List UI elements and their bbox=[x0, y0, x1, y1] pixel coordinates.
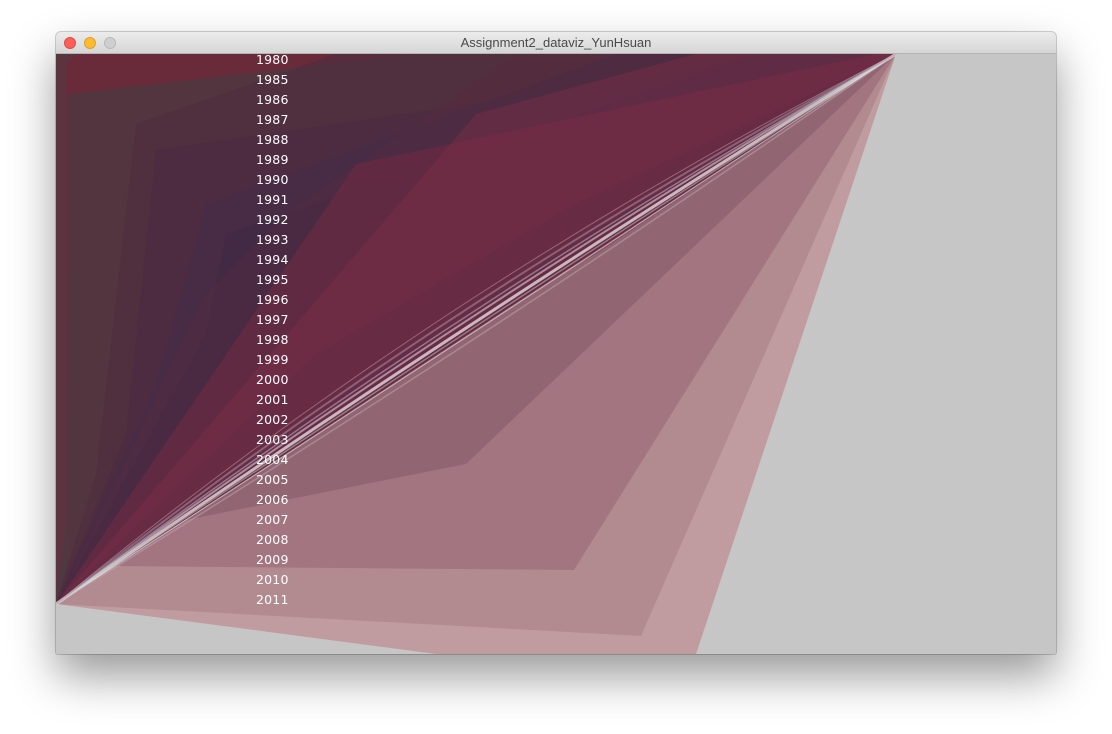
app-window: Assignment2_dataviz_YunHsuan 1980 1985 198… bbox=[56, 32, 1056, 654]
year-label: 1996 bbox=[256, 292, 289, 307]
streak-line bbox=[56, 54, 897, 605]
fan-shape bbox=[56, 54, 896, 604]
year-label: 1994 bbox=[256, 252, 289, 267]
year-label: 1989 bbox=[256, 152, 289, 167]
year-label: 1987 bbox=[256, 112, 289, 127]
fan-shape bbox=[56, 54, 896, 604]
window-title: Assignment2_dataviz_YunHsuan bbox=[460, 35, 652, 50]
close-window-button[interactable] bbox=[64, 37, 76, 49]
fan-visualization bbox=[56, 54, 897, 654]
fan-shape bbox=[56, 54, 896, 604]
year-label: 2005 bbox=[256, 472, 289, 487]
fan-shape bbox=[56, 54, 896, 604]
year-label: 1998 bbox=[256, 332, 289, 347]
fan-shape bbox=[56, 54, 896, 604]
year-label: 1980 bbox=[256, 54, 289, 67]
year-label: 1992 bbox=[256, 212, 289, 227]
fan-shape bbox=[56, 54, 896, 604]
year-label: 2009 bbox=[256, 552, 289, 567]
year-label: 1990 bbox=[256, 172, 289, 187]
streak-line bbox=[56, 54, 897, 605]
year-label: 2010 bbox=[256, 572, 289, 587]
streak-line bbox=[56, 54, 897, 605]
streak-line bbox=[56, 54, 897, 605]
fan-shape bbox=[56, 54, 896, 604]
year-label: 1991 bbox=[256, 192, 289, 207]
streak-line bbox=[56, 54, 897, 605]
visualization-canvas: 1980 1985 1986 1987 1988 1989 1990 1991 1992 1993… bbox=[56, 54, 1056, 654]
year-label: 2003 bbox=[256, 432, 289, 447]
year-label: 2000 bbox=[256, 372, 289, 387]
year-label: 2007 bbox=[256, 512, 289, 527]
year-label: 2011 bbox=[256, 592, 289, 607]
title-bar[interactable]: Assignment2_dataviz_YunHsuan bbox=[56, 32, 1056, 54]
year-label: 2002 bbox=[256, 412, 289, 427]
streak-line bbox=[56, 54, 897, 605]
year-label: 1985 bbox=[256, 72, 289, 87]
zoom-window-button[interactable] bbox=[104, 37, 116, 49]
year-label: 2008 bbox=[256, 532, 289, 547]
year-label: 1997 bbox=[256, 312, 289, 327]
year-label: 1995 bbox=[256, 272, 289, 287]
year-label: 2004 bbox=[256, 452, 289, 467]
year-label: 1999 bbox=[256, 352, 289, 367]
year-label: 1993 bbox=[256, 232, 289, 247]
streak-line bbox=[56, 54, 897, 605]
year-label: 1988 bbox=[256, 132, 289, 147]
year-label: 2006 bbox=[256, 492, 289, 507]
year-label: 2001 bbox=[256, 392, 289, 407]
streak-line bbox=[56, 54, 897, 606]
minimize-window-button[interactable] bbox=[84, 37, 96, 49]
year-label: 1986 bbox=[256, 92, 289, 107]
